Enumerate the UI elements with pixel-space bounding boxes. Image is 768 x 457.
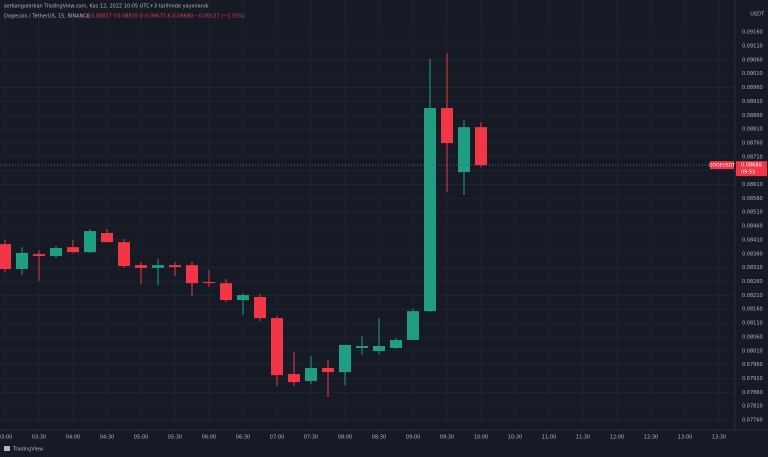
x-tick-label: 09:00 [406,435,420,441]
x-tick-label: 06:00 [202,435,216,441]
x-tick-label: 05:00 [134,435,148,441]
candle-body [322,367,334,373]
candle-body [373,346,385,352]
x-tick-label: 04:30 [100,435,114,441]
x-tick-label: 13:30 [712,435,726,441]
candle-body [101,233,113,243]
candle-body [390,339,402,348]
x-tick-label: 04:00 [66,435,80,441]
countdown-label: 09:55 [741,170,755,176]
y-tick-label: 0.07810 [742,404,763,410]
candle-body [84,231,96,253]
x-tick-label: 10:30 [508,435,522,441]
x-tick-label: 07:00 [270,435,284,441]
y-tick-label: 0.08310 [742,265,763,271]
last-price-label: 0.08680 [741,163,762,169]
y-tick-label: 0.08410 [742,237,763,243]
y-tick-label: 0.08860 [742,113,763,119]
x-tick-label: 06:30 [236,435,250,441]
brand-logo: TradingView [4,446,43,453]
symbol-label: DOGEUSDT [709,163,735,169]
candle-body [118,242,130,266]
unit-label: USDT [750,12,765,18]
candle-body [50,247,62,257]
y-tick-label: 0.08260 [742,279,763,285]
x-tick-label: 03:30 [32,435,46,441]
x-tick-label: 03:00 [0,435,12,441]
y-tick-label: 0.08960 [742,85,763,91]
candle-body [458,127,470,173]
candle-body [475,127,487,166]
candle-body [271,318,283,376]
candle-body [305,367,317,381]
y-tick-label: 0.08210 [742,293,763,299]
y-tick-label: 0.08810 [742,127,763,133]
y-tick-label: 0.08910 [742,99,763,105]
brand-text: TradingView [12,447,43,453]
candle-body [152,265,164,268]
candle-body [220,283,232,301]
y-tick-label: 0.07860 [742,390,763,396]
y-tick-label: 0.08610 [742,182,763,188]
y-tick-label: 0.09160 [742,30,763,36]
candle-body [424,108,436,312]
y-tick-label: 0.08110 [742,321,763,327]
candle-body [67,247,79,253]
symbol-badge [710,161,734,170]
x-tick-label: 09:30 [440,435,454,441]
candle-body [33,254,45,257]
x-tick-label: 10:00 [474,435,488,441]
x-tick-label: 12:30 [644,435,658,441]
y-tick-label: 0.07960 [742,362,763,368]
y-tick-label: 0.08360 [742,251,763,257]
y-tick-label: 0.08760 [742,140,763,146]
candle-body [0,244,11,270]
price-badge [736,161,767,177]
candle-body [135,265,147,268]
y-tick-label: 0.08010 [742,348,763,354]
y-tick-label: 0.08560 [742,196,763,202]
candle-body [288,374,300,383]
x-tick-label: 13:00 [678,435,692,441]
x-tick-label: 08:00 [338,435,352,441]
x-tick-label: 05:30 [168,435,182,441]
y-tick-label: 0.08710 [742,154,763,160]
publisher-line: serkangulerkan TradingView.com, Kas 12, … [4,4,208,10]
y-tick-label: 0.07760 [742,418,763,424]
symbol-title: Dogecoin / TetherUS, 15, BINANCE [4,14,90,20]
y-tick-label: 0.07910 [742,376,763,382]
x-tick-label: 12:00 [610,435,624,441]
y-tick-label: 0.08160 [742,307,763,313]
candle-body [237,295,249,301]
y-tick-label: 0.08510 [742,210,763,216]
y-tick-label: 0.09060 [742,57,763,63]
x-tick-label: 11:00 [542,435,556,441]
candle-body [441,108,453,143]
ohlc-line: A:0.08817 Y:0.08835 D:0.08673 K:0.08680 … [86,14,245,20]
candle-body [356,346,368,348]
candle-body [169,265,181,268]
x-tick-label: 07:30 [304,435,318,441]
y-tick-label: 0.08460 [742,224,763,230]
x-tick-label: 08:30 [372,435,386,441]
y-tick-label: 0.09010 [742,71,763,77]
candle-body [203,282,215,284]
candle-body [339,344,351,373]
y-tick-label: 0.08060 [742,334,763,340]
x-tick-label: 11:30 [576,435,590,441]
logo-icon [4,446,10,451]
candle-body [16,252,28,270]
y-tick-label: 0.09110 [742,43,763,49]
candle-body [407,311,419,340]
candle-body [186,265,198,284]
candle-body [254,297,266,319]
